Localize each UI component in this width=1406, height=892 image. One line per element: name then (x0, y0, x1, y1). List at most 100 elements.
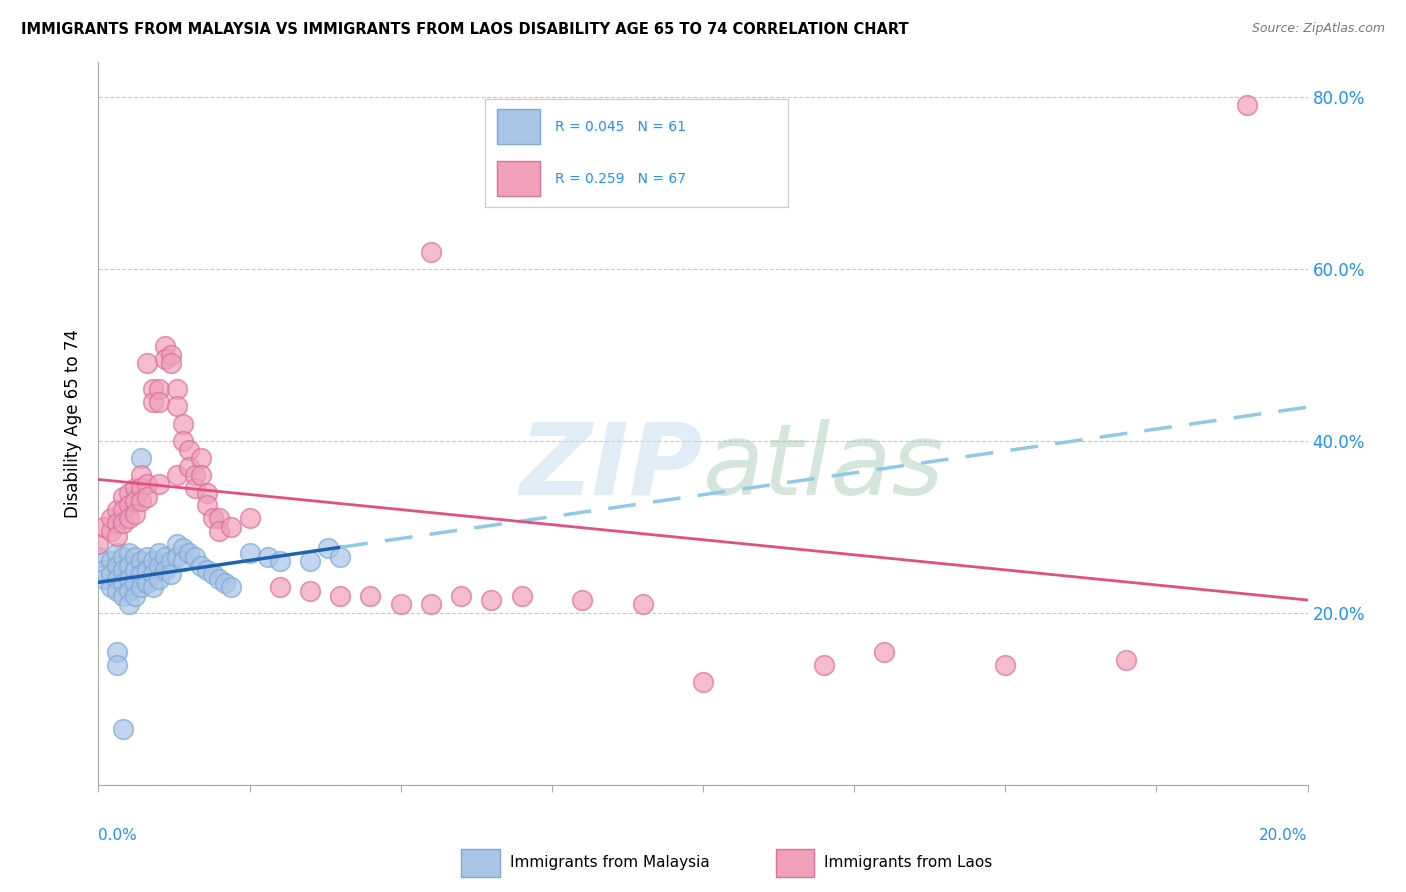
Point (135, 490, 157, 504)
Point (221, 580, 243, 594)
Point (214, 575, 236, 590)
Point (148, 558, 170, 573)
Point (129, 451, 152, 466)
Point (195, 499, 218, 513)
Text: IMMIGRANTS FROM MALAYSIA VS IMMIGRANTS FROM LAOS DISABILITY AGE 65 TO 74 CORRELA: IMMIGRANTS FROM MALAYSIA VS IMMIGRANTS F… (21, 22, 908, 37)
Point (142, 382, 165, 396)
Point (105, 645, 128, 659)
Point (118, 485, 141, 500)
Point (100, 580, 122, 594)
Point (179, 459, 201, 474)
Point (166, 468, 188, 483)
Point (153, 563, 176, 577)
Point (1236, 98, 1258, 112)
Point (208, 524, 231, 539)
Point (100, 511, 122, 525)
Point (118, 558, 141, 573)
Point (813, 657, 835, 672)
Point (360, 589, 382, 603)
Point (208, 572, 231, 586)
Point (166, 400, 188, 414)
Point (148, 476, 170, 491)
Point (105, 528, 128, 542)
Y-axis label: Disability Age 65 to 74: Disability Age 65 to 74 (65, 329, 83, 518)
Point (129, 567, 152, 582)
Point (87, 537, 110, 551)
Point (129, 494, 152, 508)
Point (142, 554, 165, 568)
Point (631, 598, 654, 612)
Point (129, 554, 152, 568)
Text: 20.0%: 20.0% (1260, 829, 1308, 843)
Point (111, 722, 134, 736)
Point (184, 468, 207, 483)
Point (160, 348, 183, 362)
Point (129, 468, 152, 483)
Point (208, 511, 231, 525)
Point (142, 567, 165, 582)
Point (135, 549, 157, 564)
Point (148, 546, 170, 560)
Point (105, 558, 128, 573)
Point (172, 554, 194, 568)
Point (148, 395, 170, 409)
Point (111, 502, 134, 516)
Text: 0.0%: 0.0% (98, 829, 138, 843)
Point (172, 434, 194, 448)
Point (221, 520, 243, 534)
Point (124, 494, 146, 508)
Text: Immigrants from Malaysia: Immigrants from Malaysia (509, 855, 709, 871)
Point (135, 476, 157, 491)
Point (148, 572, 170, 586)
Text: atlas: atlas (703, 418, 945, 516)
Point (153, 352, 176, 367)
Point (118, 511, 141, 525)
Point (450, 589, 472, 603)
FancyBboxPatch shape (776, 848, 814, 878)
Point (135, 575, 157, 590)
Point (100, 554, 122, 568)
Point (269, 580, 291, 594)
Point (100, 524, 122, 539)
Point (118, 546, 141, 560)
Point (105, 546, 128, 560)
Point (118, 584, 141, 599)
Point (118, 598, 141, 612)
Point (124, 507, 146, 521)
Point (299, 584, 322, 599)
Point (692, 674, 714, 689)
Point (100, 567, 122, 582)
Point (135, 356, 157, 371)
Point (142, 580, 165, 594)
Point (160, 554, 183, 568)
Point (124, 549, 146, 564)
Point (105, 572, 128, 586)
FancyBboxPatch shape (461, 848, 501, 878)
Point (93, 572, 115, 586)
Point (111, 516, 134, 530)
Point (994, 657, 1017, 672)
Point (124, 575, 146, 590)
Point (172, 541, 194, 556)
Point (111, 490, 134, 504)
Point (129, 580, 152, 594)
Point (87, 549, 110, 564)
Point (239, 546, 262, 560)
Point (153, 549, 176, 564)
Point (190, 558, 212, 573)
Point (124, 481, 146, 495)
Point (105, 516, 128, 530)
Point (299, 554, 322, 568)
Text: Immigrants from Laos: Immigrants from Laos (824, 855, 993, 871)
Point (179, 442, 201, 457)
Point (329, 549, 352, 564)
Point (129, 481, 152, 495)
Point (166, 537, 188, 551)
Point (195, 563, 218, 577)
Point (93, 520, 115, 534)
Point (111, 589, 134, 603)
Point (111, 563, 134, 577)
Point (166, 382, 188, 396)
Point (1115, 653, 1137, 667)
Point (93, 563, 115, 577)
